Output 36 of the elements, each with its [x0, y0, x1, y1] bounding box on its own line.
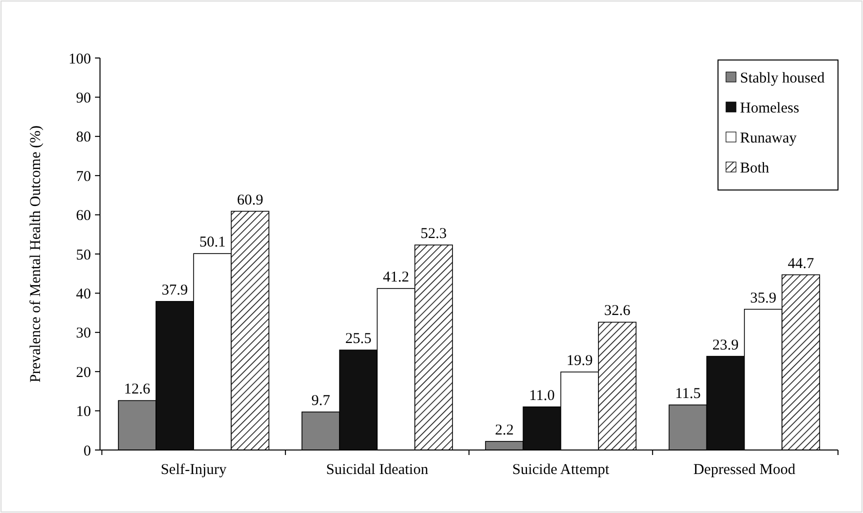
- y-tick-label: 0: [84, 443, 91, 460]
- x-tick-label: Self-Injury: [160, 462, 228, 478]
- y-tick-label: 90: [76, 90, 91, 106]
- data-label: 25.5: [345, 331, 372, 348]
- data-label: 50.1: [199, 234, 226, 251]
- x-tick-label: Depressed Mood: [693, 462, 796, 478]
- data-label: 9.7: [311, 392, 331, 409]
- y-tick-label: 30: [76, 326, 91, 342]
- data-label: 19.9: [566, 352, 593, 369]
- x-tick-label: Suicide Attempt: [512, 462, 610, 478]
- data-label: 35.9: [750, 290, 776, 306]
- data-label: 12.6: [124, 382, 151, 398]
- y-tick-label: 60: [76, 208, 91, 224]
- data-label: 37.9: [162, 282, 188, 298]
- y-tick-label: 20: [76, 364, 91, 381]
- data-label: 41.2: [382, 269, 410, 286]
- data-label: 23.9: [712, 337, 739, 354]
- x-tick-label: Suicidal Ideation: [326, 462, 429, 478]
- y-tick-label: 40: [76, 286, 91, 302]
- legend-label: Runaway: [740, 130, 798, 146]
- data-label: 44.7: [788, 256, 814, 272]
- legend-label: Stably housed: [740, 70, 826, 86]
- data-label: 52.3: [420, 226, 447, 242]
- y-tick-label: 100: [68, 51, 91, 68]
- data-label: 60.9: [236, 192, 264, 208]
- data-label: 11.0: [529, 388, 555, 404]
- y-axis-title: Prevalence of Mental Health Outcome (%): [28, 126, 44, 382]
- data-label: 32.6: [604, 303, 631, 320]
- data-label: 2.2: [494, 422, 514, 438]
- y-tick-label: 80: [76, 130, 91, 146]
- y-tick-label: 10: [76, 404, 91, 420]
- legend-label: Both: [740, 160, 770, 176]
- y-tick-label: 50: [76, 247, 91, 264]
- data-label: 11.5: [675, 386, 701, 402]
- legend-label: Homeless: [740, 100, 800, 116]
- y-tick-label: 70: [76, 168, 91, 185]
